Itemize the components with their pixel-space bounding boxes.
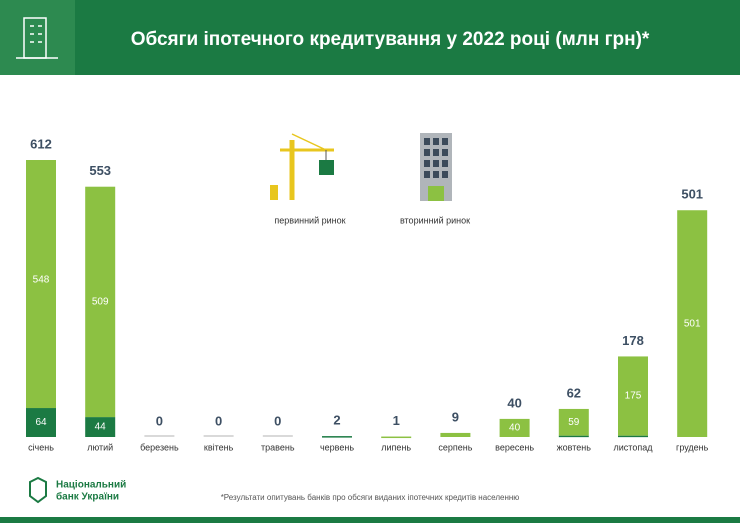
zero-stub: [144, 435, 175, 437]
month-label: березень: [140, 442, 179, 452]
total-label: 553: [89, 163, 111, 178]
total-label: 9: [452, 409, 459, 424]
footnote: *Результати опитувань банків про обсяги …: [221, 493, 520, 502]
month-label: квітень: [204, 442, 234, 452]
window: [442, 149, 448, 156]
segment-label: 40: [509, 423, 521, 434]
total-label: 0: [274, 413, 281, 428]
logo-line: банк України: [56, 491, 119, 503]
total-label: 62: [567, 385, 581, 400]
total-label: 2: [333, 413, 340, 428]
total-label: 0: [156, 413, 163, 428]
crane-icon: [270, 133, 334, 200]
bar-segment: [558, 435, 589, 438]
legend-label: вторинний ринок: [400, 215, 470, 225]
bar-segment: [26, 408, 56, 437]
bar-segment: [499, 418, 530, 437]
segment-label: 64: [35, 417, 47, 428]
header-icon-box: [0, 0, 75, 75]
window: [433, 149, 439, 156]
window: [442, 171, 448, 178]
window: [424, 160, 430, 167]
total-label: 612: [30, 136, 52, 151]
total-label: 0: [215, 413, 222, 428]
month-label: серпень: [438, 442, 472, 452]
window: [424, 138, 430, 145]
zero-stub: [203, 435, 234, 437]
window: [442, 160, 448, 167]
footer-logo: Національний банк України: [29, 476, 126, 504]
total-label: 501: [681, 187, 703, 202]
bar-segment: [618, 356, 648, 436]
month-label: травень: [261, 442, 295, 452]
bar-segment: [322, 436, 352, 438]
segment-label: 44: [95, 422, 107, 433]
title: Обсяги іпотечного кредитування у 2022 ро…: [131, 29, 650, 50]
bar-segment: [85, 417, 116, 437]
segment-label: 501: [684, 318, 701, 329]
month-label: жовтень: [557, 442, 592, 452]
window: [433, 138, 439, 145]
window: [424, 149, 430, 156]
total-label: 178: [622, 333, 644, 348]
building-windows: [424, 138, 448, 178]
segment-label: 59: [568, 417, 580, 428]
bar-segment: [381, 436, 412, 439]
month-label: листопад: [614, 442, 654, 452]
bar-segment: [26, 160, 56, 409]
segment-label: 548: [33, 275, 50, 286]
month-label: червень: [320, 442, 354, 452]
month-label: січень: [28, 442, 54, 452]
header-band: [0, 0, 740, 75]
total-label: 1: [393, 413, 400, 428]
logo-line: Національний: [56, 480, 126, 491]
month-label: грудень: [676, 442, 709, 452]
window: [424, 171, 430, 178]
legend-label: первинний ринок: [274, 215, 345, 225]
bar-segment: [558, 408, 589, 436]
segment-label: 175: [625, 391, 642, 402]
window: [433, 171, 439, 178]
month-label: лютий: [87, 442, 113, 452]
zero-stub: [262, 435, 293, 437]
month-label: липень: [381, 442, 411, 452]
footer-band: [0, 517, 740, 523]
bar-segment: [618, 435, 648, 438]
segment-label: 509: [92, 297, 109, 308]
header-icon: [16, 17, 58, 59]
window: [442, 138, 448, 145]
total-label: 40: [507, 395, 521, 410]
bar-segment: [85, 186, 116, 418]
bar-segment: [440, 432, 471, 437]
window: [433, 160, 439, 167]
month-label: вересень: [495, 442, 534, 452]
bar-segment: [677, 210, 708, 437]
